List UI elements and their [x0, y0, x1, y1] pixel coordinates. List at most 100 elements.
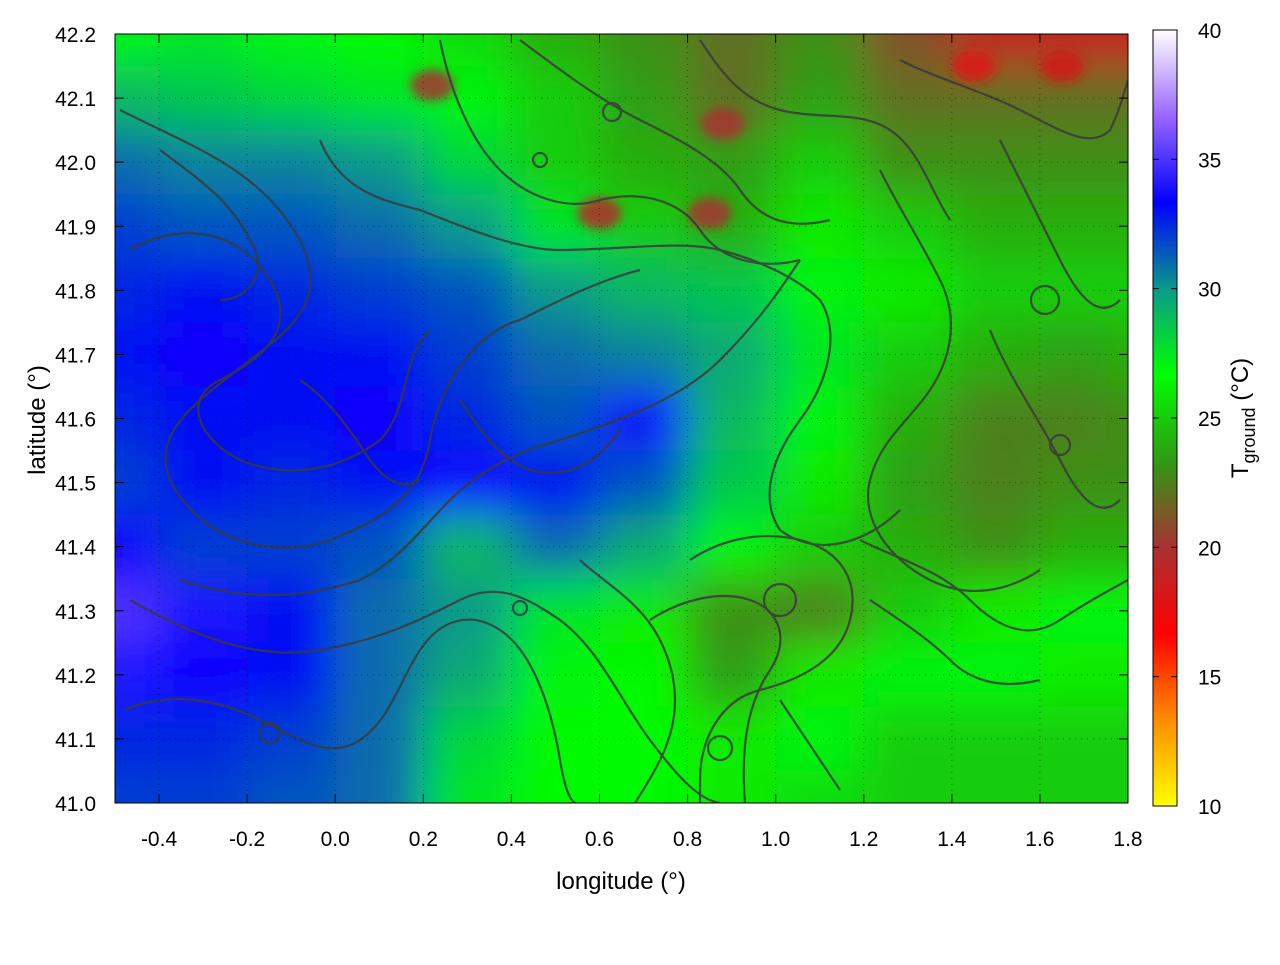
heat-cell: [1105, 322, 1128, 388]
heat-cell: [1105, 450, 1128, 516]
heat-cell: [159, 706, 249, 772]
x-tick-label: 1.4: [937, 828, 967, 851]
heat-cell: [335, 130, 425, 196]
heat-cell: [115, 770, 161, 803]
heat-cell: [335, 34, 425, 68]
heat-cell: [951, 450, 1041, 516]
heat-cell: [115, 34, 161, 68]
heat-cell: [511, 322, 601, 388]
heat-cell: [247, 34, 337, 68]
colorbar-tick-label: 20: [1198, 537, 1221, 560]
heat-cell: [775, 642, 865, 708]
colorbar-tick-label: 30: [1198, 279, 1221, 302]
contour-line: [519, 39, 831, 225]
hot-spot: [410, 69, 455, 102]
contour-ring: [1029, 284, 1061, 316]
heat-cell: [115, 322, 161, 388]
heat-cell: [159, 770, 249, 803]
heat-cell: [423, 706, 513, 772]
heat-cell: [159, 258, 249, 324]
x-tick-label: 0.8: [673, 828, 702, 851]
heat-cell: [1105, 578, 1128, 644]
heat-cell: [1039, 130, 1107, 196]
x-tick-label: 1.6: [1025, 828, 1054, 851]
heat-cell: [687, 514, 777, 580]
heat-cell: [951, 514, 1041, 580]
heat-cell: [863, 130, 953, 196]
heat-cell: [687, 642, 777, 708]
colorbar-label: Tground (°C): [1227, 358, 1259, 478]
hot-spot: [577, 197, 622, 230]
heat-cell: [863, 322, 953, 388]
heat-cell: [775, 66, 865, 132]
heat-cell: [335, 322, 425, 388]
heat-cell: [599, 450, 689, 516]
heat-cell: [951, 194, 1041, 260]
heat-cell: [159, 130, 249, 196]
contour-ring: [258, 721, 282, 745]
heat-cell: [423, 194, 513, 260]
x-tick-label: -0.2: [229, 828, 265, 851]
heat-cell: [511, 258, 601, 324]
heat-cell: [1039, 514, 1107, 580]
heat-cell: [423, 130, 513, 196]
contour-line: [869, 599, 1041, 686]
heat-cell: [335, 194, 425, 260]
heat-cell: [775, 322, 865, 388]
contour-line: [988, 329, 1121, 509]
heat-cell: [115, 642, 161, 708]
heat-cell: [159, 578, 249, 644]
heat-cell: [159, 450, 249, 516]
heat-cell: [951, 322, 1041, 388]
heat-cell: [1039, 642, 1107, 708]
y-tick-label: 41.5: [55, 473, 96, 496]
x-axis-label: longitude (°): [556, 868, 686, 895]
heat-cell: [247, 130, 337, 196]
heat-cell: [423, 386, 513, 452]
heat-cell: [159, 514, 249, 580]
heat-cell: [1105, 34, 1128, 68]
terrain-contours: [119, 39, 1128, 803]
heat-cell: [159, 194, 249, 260]
heat-cell: [1105, 642, 1128, 708]
y-tick-label: 42.2: [55, 24, 96, 47]
heat-cell: [599, 322, 689, 388]
contour-line: [699, 39, 951, 221]
heat-cell: [599, 130, 689, 196]
contour-line: [779, 699, 841, 791]
y-tick-label: 42.0: [55, 152, 96, 175]
contour-line: [119, 109, 641, 549]
heat-cell: [951, 770, 1041, 803]
plot-area: [115, 34, 1128, 803]
heat-cell: [775, 450, 865, 516]
y-tick-label: 42.1: [55, 88, 96, 111]
heat-cell: [775, 386, 865, 452]
heat-cell: [511, 66, 601, 132]
y-tick-label: 41.0: [55, 793, 96, 816]
heat-cell: [159, 34, 249, 68]
contour-line: [689, 534, 854, 803]
heat-cell: [247, 706, 337, 772]
grid-lines: [115, 34, 1128, 803]
heat-cell: [863, 642, 953, 708]
heat-cell: [1105, 770, 1128, 803]
x-tick-label: -0.4: [141, 828, 178, 851]
contour-line: [318, 139, 901, 546]
heat-cell: [687, 386, 777, 452]
heat-cell: [863, 258, 953, 324]
heat-cell: [335, 642, 425, 708]
contour-line: [129, 590, 721, 803]
heat-cell: [1105, 130, 1128, 196]
y-tick-label: 41.3: [55, 601, 96, 624]
temperature-field: [115, 34, 1128, 803]
contour-ring: [1048, 433, 1072, 457]
heat-cell: [247, 642, 337, 708]
colorbar-label-main: T: [1227, 463, 1254, 478]
x-tick-label: 1.2: [849, 828, 878, 851]
heat-cell: [511, 130, 601, 196]
heat-cell: [247, 770, 337, 803]
heat-cell: [863, 34, 953, 68]
heat-cell: [863, 450, 953, 516]
heat-cell: [951, 258, 1041, 324]
